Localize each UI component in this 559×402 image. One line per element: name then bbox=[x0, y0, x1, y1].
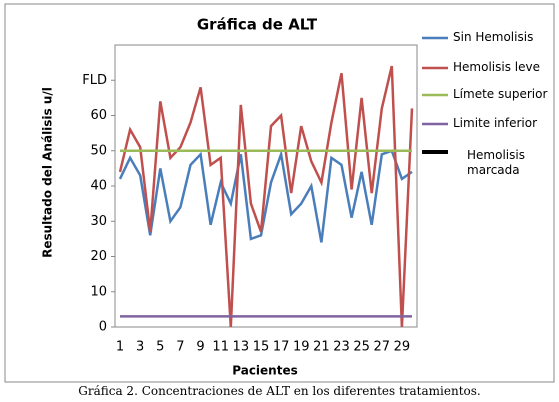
x-tick-label: 27 bbox=[373, 340, 390, 355]
chart-title: Gráfica de ALT bbox=[197, 16, 318, 34]
legend-label: Sin Hemolisis bbox=[453, 30, 534, 44]
x-tick-label: 23 bbox=[333, 340, 350, 355]
x-tick-label: 13 bbox=[233, 340, 250, 355]
x-tick-label: 25 bbox=[353, 340, 370, 355]
series-line bbox=[118, 65, 414, 328]
y-tick-label: 20 bbox=[90, 249, 107, 264]
y-tick-label: 40 bbox=[90, 179, 107, 194]
x-tick-label: 29 bbox=[394, 340, 411, 355]
x-tick-label: 9 bbox=[196, 340, 204, 355]
y-tick-label: 10 bbox=[90, 284, 107, 299]
legend-label: Hemolisis leve bbox=[453, 60, 540, 74]
caption: Gráfica 2. Concentraciones de ALT en los… bbox=[78, 384, 481, 398]
legend-label: Límete superior bbox=[453, 87, 548, 101]
x-tick-label: 5 bbox=[156, 340, 164, 355]
y-tick-label: 60 bbox=[90, 108, 107, 123]
y-tick-label: 50 bbox=[90, 143, 107, 158]
x-tick-label: 17 bbox=[273, 340, 290, 355]
y-tick-label: 0 bbox=[99, 320, 107, 335]
x-tick-label: 11 bbox=[212, 340, 229, 355]
x-tick-label: 7 bbox=[176, 340, 184, 355]
x-tick-label: 3 bbox=[136, 340, 144, 355]
x-tick-label: 15 bbox=[253, 340, 270, 355]
x-axis-label: Pacientes bbox=[232, 364, 298, 378]
legend-label: Limite inferior bbox=[453, 116, 538, 130]
x-tick-label: 21 bbox=[313, 340, 330, 355]
legend-label: Hemolisis marcada bbox=[467, 148, 525, 177]
chart-border bbox=[4, 3, 555, 383]
y-axis-label: Resultado del Análisis u/l bbox=[40, 87, 55, 258]
x-tick-label: 19 bbox=[293, 340, 310, 355]
y-tick-label: 30 bbox=[90, 214, 107, 229]
y-tick-label: FLD bbox=[82, 73, 107, 88]
x-tick-label: 1 bbox=[116, 340, 124, 355]
series-line bbox=[118, 149, 413, 243]
